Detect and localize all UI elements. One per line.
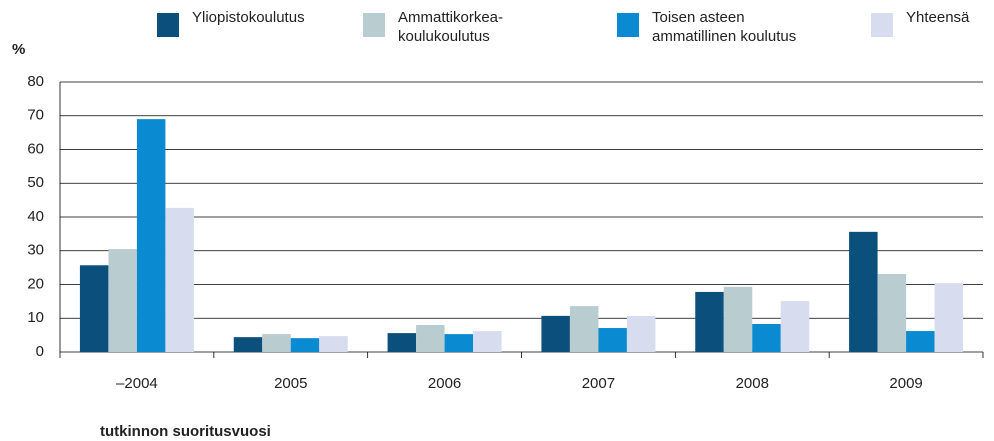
bar <box>108 249 137 352</box>
x-tick-label: 2009 <box>889 375 922 392</box>
legend-label: Ammattikorkea- koulukoulutus <box>398 9 504 45</box>
y-tick-label: 60 <box>27 140 44 157</box>
legend-swatch <box>157 13 179 37</box>
bar <box>752 323 781 352</box>
bar <box>598 328 627 352</box>
bar <box>877 274 907 352</box>
bar <box>319 336 348 352</box>
bar <box>387 333 417 352</box>
legend-label: Yliopistokoulutus <box>192 9 305 26</box>
x-tick-label: 2006 <box>428 375 461 392</box>
legend-label: Yhteensä <box>906 9 970 26</box>
bar <box>444 334 474 352</box>
bar <box>849 231 878 352</box>
bar <box>906 331 935 352</box>
bar <box>723 286 753 352</box>
x-tick-label: 2005 <box>274 375 307 392</box>
y-tick-label: 70 <box>27 107 44 124</box>
bar <box>165 207 194 352</box>
x-axis-label: tutkinnon suoritusvuosi <box>100 423 271 440</box>
bar <box>290 338 320 352</box>
legend-label: Toisen asteen ammatillinen koulutus <box>652 9 797 45</box>
bar <box>780 301 810 352</box>
bar <box>262 334 291 352</box>
y-tick-label: 20 <box>27 275 44 292</box>
y-tick-label: 50 <box>27 174 44 191</box>
y-tick-label: 80 <box>27 73 44 90</box>
y-tick-label: 0 <box>36 343 44 360</box>
bar <box>233 337 263 352</box>
bar <box>136 119 166 352</box>
legend-swatch <box>363 13 385 37</box>
x-tick-label: –2004 <box>116 375 158 392</box>
bar <box>934 283 964 352</box>
bar <box>416 325 445 352</box>
bar <box>473 331 502 352</box>
y-tick-label: 40 <box>27 208 44 225</box>
x-tick-label: 2008 <box>736 375 769 392</box>
y-tick-label: 30 <box>27 242 44 259</box>
legend-swatch <box>871 13 893 37</box>
bar <box>626 315 656 352</box>
bar <box>569 306 599 352</box>
x-tick-label: 2007 <box>582 375 615 392</box>
bar <box>541 315 570 352</box>
legend-swatch <box>617 13 639 37</box>
y-axis-label: % <box>12 41 25 58</box>
bar <box>79 265 109 352</box>
bar <box>695 291 724 352</box>
y-tick-label: 10 <box>27 309 44 326</box>
